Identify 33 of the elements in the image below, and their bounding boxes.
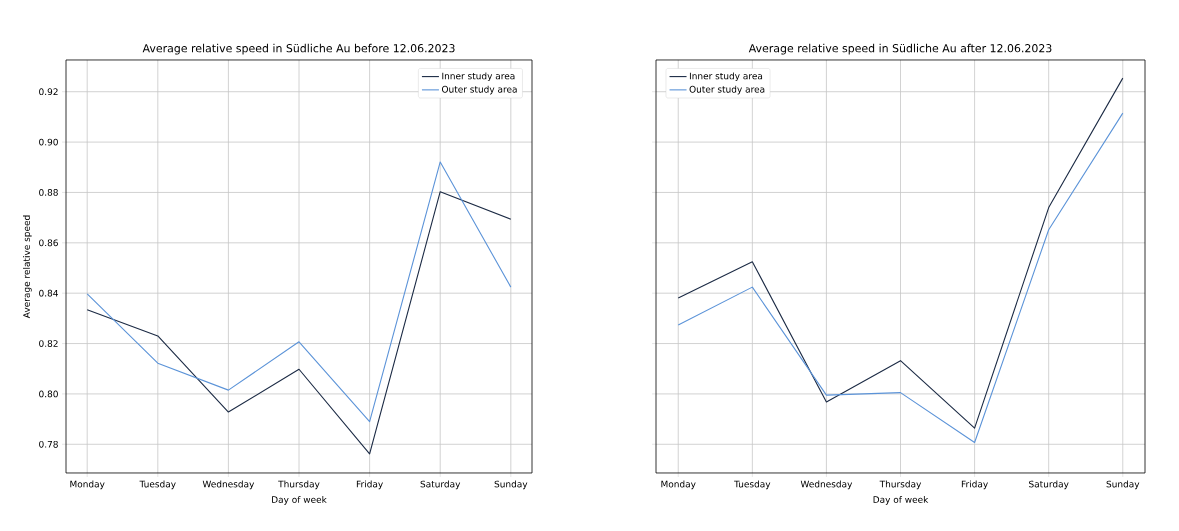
chart-title: Average relative speed in Südliche Au after 12.06.2023 [748,43,1052,55]
y-tick-label: 0.88 [39,189,58,196]
y-tick-label: 0.86 [39,239,58,247]
y-tick-label: 0.92 [39,88,58,96]
x-tick-label: Tuesday [734,480,771,490]
x-tick-label: Tuesday [139,480,176,490]
legend-label: Inner study area [689,72,763,82]
x-tick-label: Sunday [1106,480,1140,490]
x-tick-label: Thursday [879,480,922,490]
legend-label: Inner study area [442,72,515,82]
x-tick-label: Sunday [494,480,528,490]
x-tick-label: Saturday [420,480,461,490]
legend-label: Outer study area [689,85,765,95]
y-tick-label: 0.80 [39,390,58,398]
x-tick-label: Saturday [1029,480,1069,490]
line-series [86,191,512,455]
y-axis-title: Average relative speed [23,215,32,319]
x-tick-label: Monday [661,480,696,490]
y-tick-label: 0.78 [39,440,58,448]
line-series [86,161,512,423]
x-tick-label: Wednesday [202,480,255,490]
y-tick-label: 0.84 [39,289,58,297]
chart-title: Average relative speed in Südliche Au before 12.06.2023 [142,43,455,55]
y-tick-label: 0.82 [39,340,58,347]
x-tick-label: Friday [961,480,988,490]
x-tick-label: Friday [356,480,383,490]
x-tick-label: Thursday [278,480,320,490]
x-axis-title: Day of week [873,496,929,505]
x-tick-label: Wednesday [800,480,853,490]
legend-label: Outer study area [441,85,517,95]
y-tick-label: 0.90 [39,138,58,146]
x-tick-label: Monday [70,480,105,490]
x-axis-title: Day of week [272,496,327,505]
